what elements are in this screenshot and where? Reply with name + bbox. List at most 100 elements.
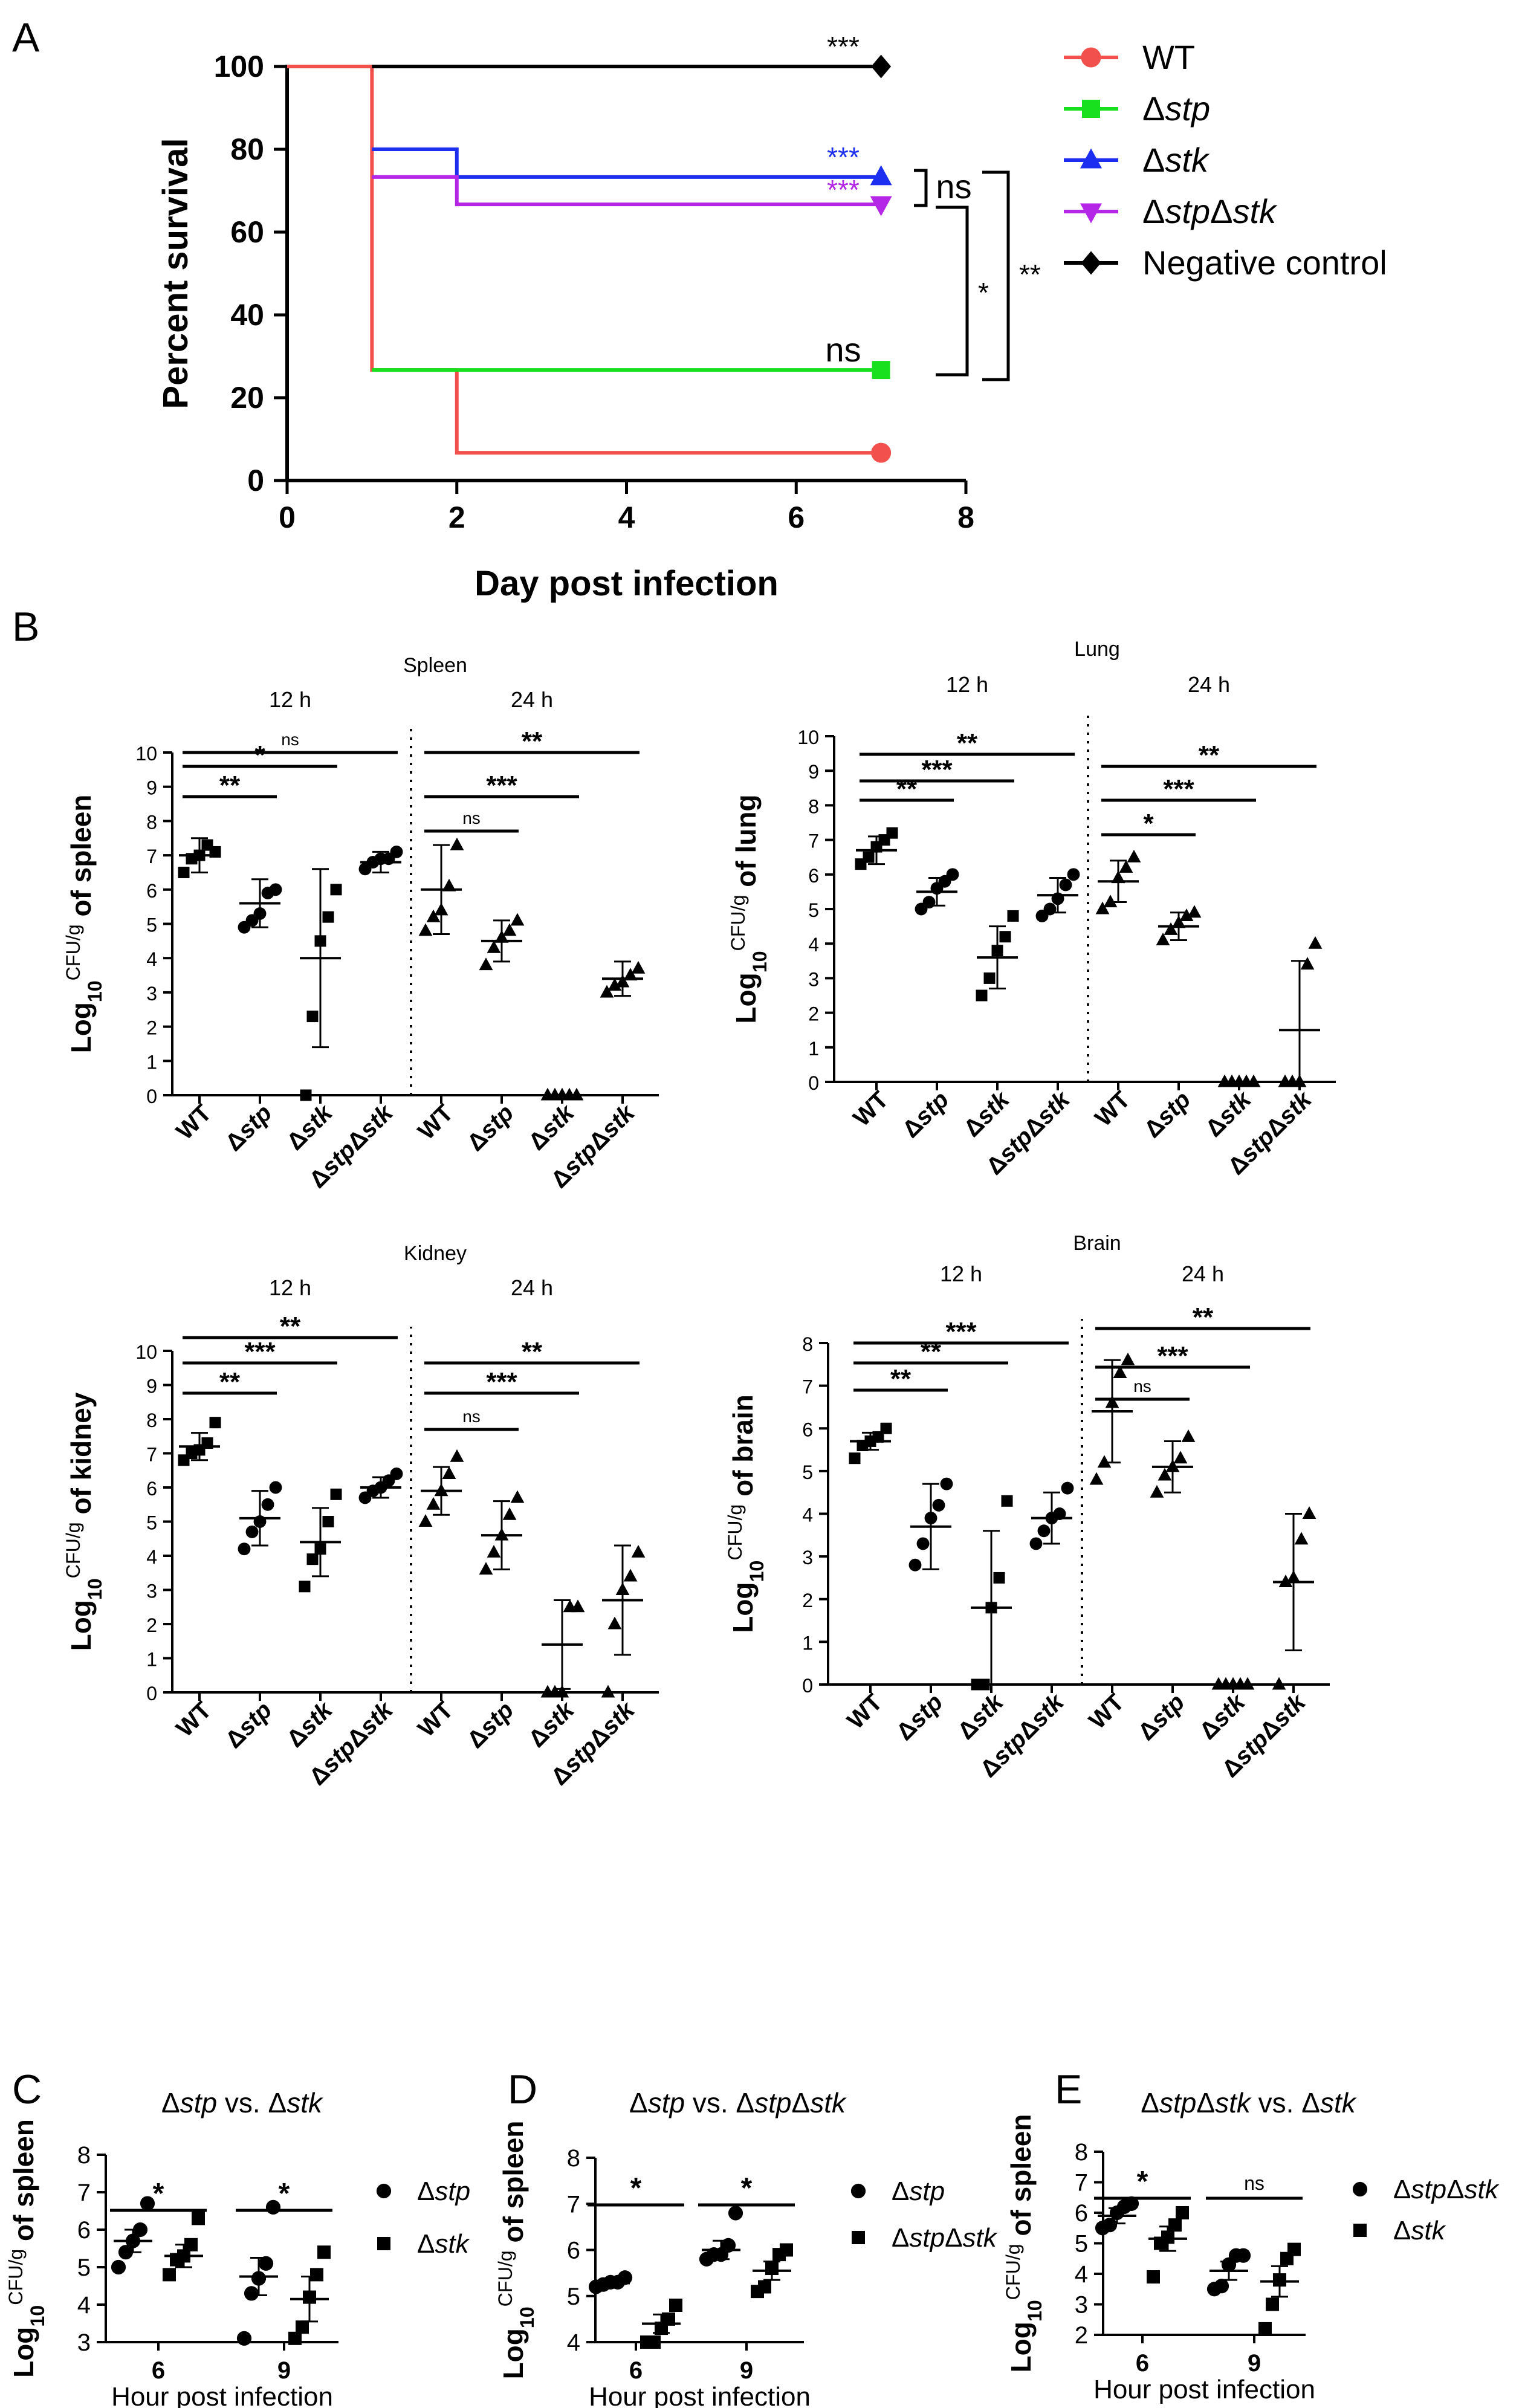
lung-point <box>886 827 898 839</box>
e-y-tick-label: 5 <box>1075 2231 1088 2258</box>
d-y-tick-label: 8 <box>567 2145 580 2172</box>
e-y-tick-label: 4 <box>1075 2261 1088 2288</box>
kidney-point <box>330 1488 342 1500</box>
lung-time-label-1: 24 h <box>1188 672 1230 697</box>
lung-y-tick-label: 7 <box>808 830 819 852</box>
lung-comparison-label: ** <box>896 774 918 804</box>
panel-label-D: D <box>508 2067 537 2112</box>
brain-point <box>1173 1451 1188 1464</box>
a-bracket-0 <box>914 169 928 207</box>
brain-point <box>940 1477 953 1490</box>
brain-point <box>932 1498 945 1512</box>
lung-comparison-label: ** <box>1199 740 1220 770</box>
brain-point <box>849 1452 861 1465</box>
brain-y-tick-label: 2 <box>802 1590 813 1611</box>
brain-x-tick-label: Δstp <box>1133 1689 1190 1746</box>
spleen-point <box>600 985 614 998</box>
panel-label-B: B <box>12 604 39 650</box>
brain-x-tick-label: Δstk <box>1194 1688 1251 1745</box>
spleen-y-tick-label: 4 <box>146 948 157 970</box>
lung-point <box>1179 908 1194 921</box>
spleen-x-tick-label: Δstp <box>220 1099 277 1156</box>
a-y-tick-label: 60 <box>230 215 264 249</box>
brain-point <box>1037 1524 1051 1538</box>
e-comparison-label: * <box>1137 2166 1148 2198</box>
spleen-point <box>178 866 190 878</box>
c-point <box>236 2331 252 2346</box>
kidney-point <box>450 1449 464 1462</box>
brain-y-tick-label: 0 <box>802 1675 813 1697</box>
spleen-y-tick-label: 2 <box>146 1017 157 1039</box>
spleen-x-tick-label: Δstk <box>523 1099 580 1156</box>
spleen-point <box>322 911 334 923</box>
e-y-tick-label: 8 <box>1075 2139 1088 2166</box>
kidney-point <box>607 1616 622 1630</box>
d-point <box>758 2280 771 2294</box>
d-comparison-label: * <box>741 2172 753 2204</box>
e-y-tick-label: 7 <box>1075 2170 1088 2196</box>
spleen-point <box>390 845 403 858</box>
kidney-y-tick-label: 8 <box>146 1410 157 1431</box>
a-bracket-1 <box>936 206 969 377</box>
lung-y-tick-label: 4 <box>808 934 819 956</box>
spleen-comparison-label: ns <box>462 809 481 827</box>
kidney-comparison-label: *** <box>244 1337 276 1367</box>
c-point <box>140 2196 155 2211</box>
e-point <box>1287 2242 1301 2256</box>
a-x-tick-label: 2 <box>449 500 465 534</box>
brain-y-tick-label: 4 <box>802 1504 813 1526</box>
a-series-line-0 <box>287 65 881 455</box>
kidney-x-tick-label: Δstk <box>523 1696 580 1753</box>
lung-point <box>1007 910 1019 922</box>
lung-x-tick-label: Δstk <box>1200 1086 1257 1142</box>
kidney-y-tick-label: 9 <box>146 1376 157 1397</box>
kidney-y-tick-label: 3 <box>146 1581 157 1602</box>
kidney-point <box>418 1514 433 1527</box>
lung-point <box>1103 895 1118 908</box>
c-point <box>163 2268 176 2282</box>
a-legend-marker-3 <box>1080 203 1102 224</box>
spleen-point <box>607 978 622 991</box>
c-point <box>296 2320 309 2334</box>
brain-point <box>1181 1429 1196 1442</box>
brain-y-tick-label: 6 <box>802 1419 813 1440</box>
brain-point <box>1061 1481 1074 1495</box>
a-bracket-label-1: * <box>978 277 989 308</box>
d-legend-marker-0 <box>850 2183 866 2199</box>
kidney-y-tick-label: 6 <box>146 1478 157 1500</box>
lung-point <box>1127 849 1141 863</box>
brain-comparison-label: ** <box>1193 1303 1214 1332</box>
lung-point <box>863 851 875 863</box>
panel-label-C: C <box>12 2067 42 2112</box>
kidney-y-tick-label: 0 <box>146 1683 157 1704</box>
d-legend-label-0: Δstp <box>892 2177 945 2206</box>
lung-y-tick-label: 10 <box>797 727 819 748</box>
a-x-tick-label: 6 <box>788 500 805 534</box>
kidney-comparison-label: ** <box>522 1337 543 1367</box>
brain-point <box>1121 1352 1135 1365</box>
kidney-point <box>571 1599 585 1613</box>
spleen-point <box>300 1089 312 1101</box>
brain-point <box>1097 1455 1112 1468</box>
kidney-x-tick-label: WT <box>171 1697 216 1742</box>
kidney-point <box>502 1507 517 1520</box>
lung-point <box>1308 936 1323 949</box>
a-y-tick-label: 100 <box>214 50 264 83</box>
spleen-y-label: Log10CFU/g of spleen <box>62 795 106 1054</box>
kidney-point <box>322 1516 334 1527</box>
brain-y-tick-label: 3 <box>802 1547 813 1568</box>
a-bracket-2 <box>982 170 1010 381</box>
c-y-tick-label: 7 <box>77 2180 91 2206</box>
brain-point <box>1001 1495 1013 1507</box>
c-point <box>244 2286 259 2301</box>
d-point <box>728 2206 743 2221</box>
kidney-point <box>601 1685 615 1698</box>
c-legend-marker-0 <box>376 2183 392 2199</box>
brain-y-tick-label: 8 <box>802 1333 813 1355</box>
spleen-y-tick-label: 8 <box>146 811 157 833</box>
kidney-point <box>209 1417 221 1429</box>
lung-point <box>1156 933 1170 946</box>
spleen-time-label-0: 12 h <box>269 687 311 712</box>
spleen-point <box>418 923 433 936</box>
